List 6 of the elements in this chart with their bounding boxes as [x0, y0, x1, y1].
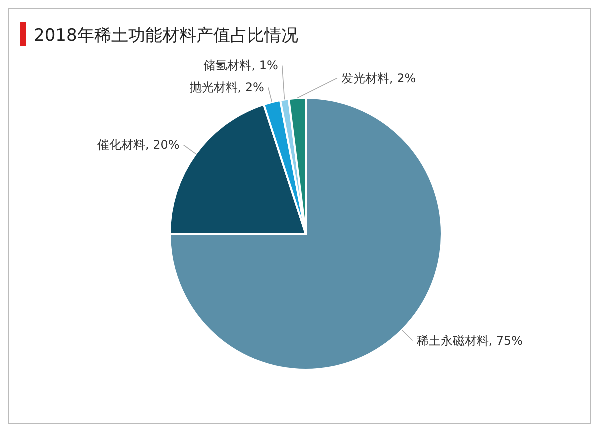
chart-title: 2018年稀土功能材料产值占比情况 — [34, 26, 298, 46]
slice-label: 稀土永磁材料, 75% — [416, 334, 524, 348]
slice-label: 储氢材料, 1% — [204, 58, 278, 73]
slice-label: 发光材料, 2% — [341, 71, 416, 86]
slice-label: 抛光材料, 2% — [190, 80, 264, 95]
slice-label: 催化材料, 20% — [98, 138, 180, 152]
